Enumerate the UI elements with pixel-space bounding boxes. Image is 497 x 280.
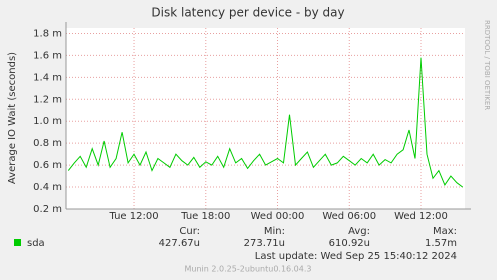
- legend-header: Min:: [264, 226, 285, 237]
- y-tick-label: 0.2 m: [33, 204, 62, 215]
- side-text: RRDTOOL / TOBI OETIKER: [483, 20, 491, 110]
- data-line: [67, 57, 464, 188]
- y-tick-label: 1.6 m: [33, 50, 62, 61]
- plot-area: [66, 28, 465, 209]
- legend-label: sda: [27, 238, 45, 249]
- legend-stat: 273.71u: [244, 238, 285, 249]
- y-tick-label: 0.4 m: [33, 182, 62, 193]
- legend-swatch: [14, 239, 21, 246]
- x-tick-label: Tue 12:00: [108, 211, 158, 222]
- x-tick-label: Tue 18:00: [180, 211, 230, 222]
- y-tick-label: 1.0 m: [33, 116, 62, 127]
- x-tick-label: Wed 00:00: [251, 211, 305, 222]
- footer: Munin 2.0.25-2ubuntu0.16.04.3: [185, 265, 312, 274]
- x-tick-label: Wed 06:00: [322, 211, 376, 222]
- legend-header: Cur:: [179, 226, 200, 237]
- legend-stat: 610.92u: [329, 238, 370, 249]
- y-tick-label: 0.8 m: [33, 138, 62, 149]
- legend-header: Max:: [433, 226, 457, 237]
- y-tick-label: 0.6 m: [33, 160, 62, 171]
- legend-stat: 427.67u: [159, 238, 200, 249]
- y-tick-label: 1.8 m: [33, 28, 62, 39]
- y-tick-label: 1.4 m: [33, 72, 62, 83]
- legend-stat: 1.57m: [425, 238, 457, 249]
- chart-title: Disk latency per device - by day: [151, 6, 344, 20]
- y-axis-label: Average IO Wait (seconds): [7, 52, 18, 184]
- x-tick-label: Wed 12:00: [394, 211, 448, 222]
- y-tick-label: 1.2 m: [33, 94, 62, 105]
- legend-header: Avg:: [348, 226, 370, 237]
- last-update: Last update: Wed Sep 25 15:40:12 2024: [255, 251, 457, 262]
